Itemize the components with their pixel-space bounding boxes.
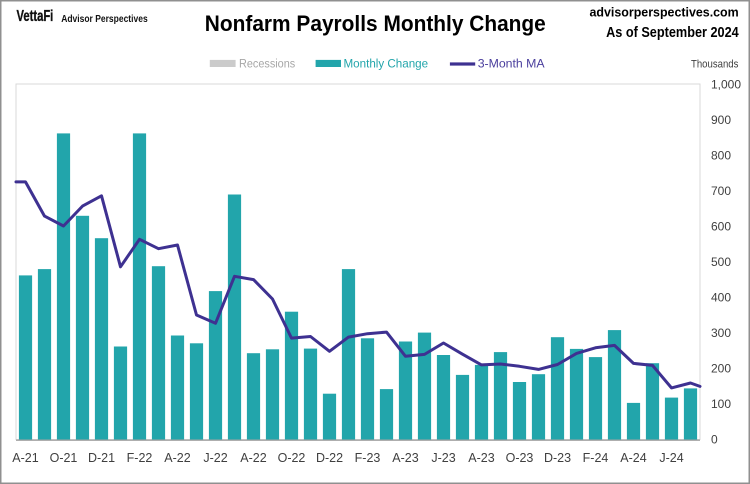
svg-text:700: 700: [711, 184, 731, 198]
svg-text:200: 200: [711, 362, 731, 376]
svg-text:1,000: 1,000: [711, 78, 741, 92]
svg-text:F-24: F-24: [583, 451, 609, 465]
svg-text:0: 0: [711, 433, 718, 447]
svg-text:3-Month MA: 3-Month MA: [478, 57, 546, 71]
svg-text:O-23: O-23: [506, 451, 534, 465]
svg-text:A-23: A-23: [392, 451, 418, 465]
svg-text:900: 900: [711, 113, 731, 127]
svg-text:J-22: J-22: [203, 451, 227, 465]
svg-text:300: 300: [711, 326, 731, 340]
svg-text:500: 500: [711, 255, 731, 269]
svg-text:Recessions: Recessions: [239, 57, 295, 71]
svg-text:As of September 2024: As of September 2024: [606, 25, 739, 41]
svg-text:A-24: A-24: [620, 451, 646, 465]
svg-text:O-22: O-22: [278, 451, 306, 465]
svg-text:A-22: A-22: [164, 451, 190, 465]
svg-text:Thousands: Thousands: [691, 59, 739, 71]
svg-text:100: 100: [711, 397, 731, 411]
svg-text:400: 400: [711, 291, 731, 305]
svg-text:A-23: A-23: [468, 451, 494, 465]
svg-text:J-23: J-23: [431, 451, 455, 465]
svg-text:J-24: J-24: [659, 451, 683, 465]
svg-text:D-21: D-21: [88, 451, 115, 465]
svg-text:Advisor Perspectives: Advisor Perspectives: [61, 14, 148, 25]
svg-text:Nonfarm Payrolls Monthly Chang: Nonfarm Payrolls Monthly Change: [205, 11, 546, 36]
svg-text:600: 600: [711, 220, 731, 234]
svg-text:A-21: A-21: [12, 451, 38, 465]
svg-text:F-22: F-22: [127, 451, 153, 465]
svg-text:F-23: F-23: [355, 451, 381, 465]
svg-text:D-22: D-22: [316, 451, 343, 465]
svg-text:D-23: D-23: [544, 451, 571, 465]
svg-text:800: 800: [711, 149, 731, 163]
svg-text:VettaFi: VettaFi: [17, 7, 54, 24]
svg-text:O-21: O-21: [50, 451, 78, 465]
svg-text:advisorperspectives.com: advisorperspectives.com: [590, 5, 739, 20]
svg-text:Monthly Change: Monthly Change: [344, 57, 429, 71]
svg-text:A-22: A-22: [240, 451, 266, 465]
